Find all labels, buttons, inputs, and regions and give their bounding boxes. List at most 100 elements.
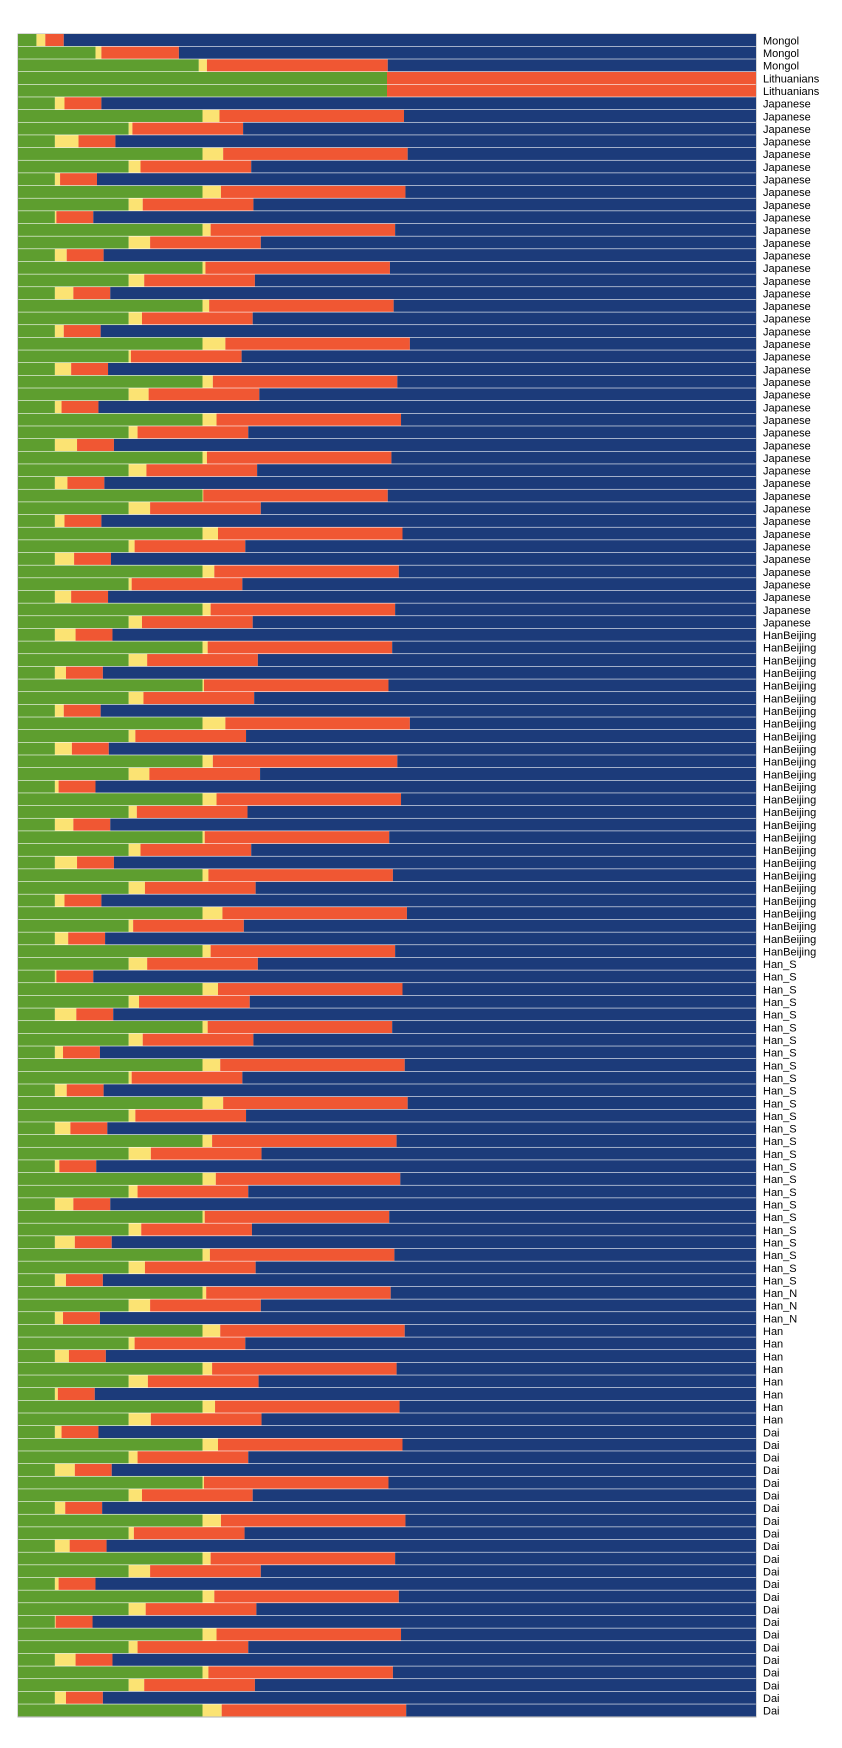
population-label: Han_S <box>763 1048 797 1060</box>
bar-segment-green <box>18 894 55 907</box>
bar-segment-yellow <box>54 249 67 262</box>
population-label: Japanese <box>763 212 811 224</box>
bar-segment-blue <box>93 211 756 224</box>
bar-segment-red <box>210 223 396 236</box>
bar-segment-blue <box>113 856 756 869</box>
bar-segment-yellow <box>202 489 204 502</box>
population-label: Japanese <box>763 301 811 313</box>
population-label: Han_S <box>763 1035 797 1047</box>
bar-segment-green <box>18 185 203 198</box>
bar-segment-blue <box>249 995 756 1008</box>
population-label: Japanese <box>763 99 811 111</box>
bar-segment-red <box>222 907 407 920</box>
bar-segment-red <box>71 363 109 376</box>
bar-segment-green <box>18 1109 129 1122</box>
bar-segment-green <box>18 1501 55 1514</box>
bar-segment-green <box>18 1387 55 1401</box>
bar-segment-red <box>68 932 106 945</box>
population-label: Han_S <box>763 1060 797 1072</box>
population-label: HanBeijing <box>763 845 816 857</box>
bar-segment-yellow <box>202 451 207 464</box>
bar-segment-green <box>18 881 129 894</box>
bar-segment-red <box>61 1425 99 1439</box>
bar-segment-red <box>207 1021 393 1034</box>
bar-segment-blue <box>251 843 756 856</box>
bar-segment-blue <box>260 767 756 780</box>
population-label: Dai <box>763 1655 780 1667</box>
bar-segment-green <box>18 1033 129 1046</box>
population-label: Dai <box>763 1604 780 1616</box>
bar-segment-yellow <box>54 1425 62 1439</box>
population-label: Lithuanians <box>763 73 820 85</box>
bar-segment-blue <box>401 1628 756 1641</box>
bar-segment-green <box>18 1172 203 1185</box>
bar-segment-yellow <box>54 135 79 148</box>
bar-segment-red <box>69 1539 107 1552</box>
bar-segment-red <box>217 1438 403 1451</box>
population-label: Han <box>763 1339 783 1351</box>
bar-segment-blue <box>245 540 756 553</box>
bar-segment-blue <box>244 1527 757 1540</box>
bar-segment-yellow <box>202 1324 221 1337</box>
population-label: Japanese <box>763 466 811 478</box>
bar-segment-red <box>137 1641 249 1654</box>
bar-segment-yellow <box>202 261 206 274</box>
bar-segment-blue <box>404 1324 756 1337</box>
bar-segment-green <box>18 919 129 932</box>
bar-segment-yellow <box>128 426 138 439</box>
bar-segment-green <box>18 1400 203 1413</box>
bar-segment-red <box>216 793 402 806</box>
bar-segment-blue <box>94 1387 756 1401</box>
bar-segment-yellow <box>54 363 72 376</box>
population-label: Japanese <box>763 390 811 402</box>
bar-segment-yellow <box>202 1172 216 1185</box>
bar-segment-red <box>76 1008 114 1021</box>
bar-segment-green <box>18 1122 55 1135</box>
bar-segment-blue <box>387 59 756 72</box>
bar-segment-red <box>139 995 250 1008</box>
bar-segment-green <box>18 1565 129 1578</box>
bar-segment-green <box>18 856 55 869</box>
bar-segment-blue <box>407 147 756 160</box>
bar-segment-yellow <box>128 540 135 553</box>
bar-segment-green <box>18 109 203 122</box>
bar-segment-green <box>18 122 129 135</box>
bar-segment-red <box>140 843 252 856</box>
bar-segment-blue <box>242 578 757 591</box>
bar-segment-red <box>203 679 389 692</box>
population-label: Japanese <box>763 263 811 275</box>
population-label: Japanese <box>763 453 811 465</box>
bar-segment-blue <box>115 135 756 148</box>
bar-segment-yellow <box>128 388 149 401</box>
bar-segment-green <box>18 1008 55 1021</box>
bar-segment-blue <box>110 1198 756 1211</box>
bar-segment-yellow <box>54 704 64 717</box>
population-label: Dai <box>763 1516 780 1528</box>
population-label: Japanese <box>763 187 811 199</box>
bar-segment-red <box>137 426 249 439</box>
population-label: Dai <box>763 1465 780 1477</box>
population-label: HanBeijing <box>763 744 816 756</box>
bar-segment-blue <box>246 1109 757 1122</box>
bar-segment-blue <box>110 287 756 300</box>
population-label: Japanese <box>763 124 811 136</box>
bar-segment-red <box>206 451 392 464</box>
bar-segment-blue <box>407 1096 756 1110</box>
bar-segment-blue <box>257 957 756 970</box>
bar-segment-green <box>18 1223 129 1236</box>
bar-segment-red <box>56 211 94 224</box>
bar-segment-green <box>18 476 55 489</box>
bar-segment-yellow <box>54 173 61 186</box>
population-label: Han_S <box>763 997 797 1009</box>
bar-segment-blue <box>104 476 756 489</box>
bar-segment-green <box>18 957 129 970</box>
bar-segment-blue <box>395 223 756 236</box>
population-label: Japanese <box>763 111 811 123</box>
bar-segment-red <box>146 464 258 477</box>
population-label: HanBeijing <box>763 921 816 933</box>
population-label: HanBeijing <box>763 883 816 895</box>
bar-segment-yellow <box>54 1008 77 1021</box>
population-label: Japanese <box>763 238 811 250</box>
population-label: HanBeijing <box>763 871 816 883</box>
population-label: Han_S <box>763 1263 797 1275</box>
